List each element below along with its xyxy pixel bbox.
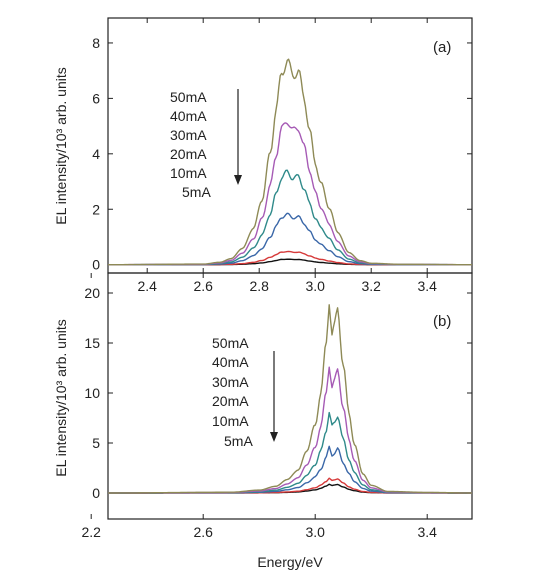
series-line-10mA xyxy=(108,477,472,494)
y-tick-label: 8 xyxy=(92,35,100,51)
y-tick-label: 10 xyxy=(84,385,100,401)
x-tick-label: 3.4 xyxy=(417,524,437,540)
x-tick-label: 2.6 xyxy=(193,524,213,540)
legend-label: 10mA xyxy=(212,413,249,429)
y-tick-label: 4 xyxy=(92,146,100,162)
ticks-b: 2.2 2.6 3.0 3.4 0 5 10 15 20 xyxy=(81,273,472,540)
x-axis-title: Energy/eV xyxy=(257,554,323,570)
legend-label: 40mA xyxy=(212,354,249,370)
panel-label-a: (a) xyxy=(433,39,451,56)
x-tick-label: 2.2 xyxy=(81,524,101,540)
y-tick-label: 5 xyxy=(92,435,100,451)
series-line-10mA xyxy=(108,250,472,266)
legend-label: 30mA xyxy=(170,127,207,143)
panel-label-b: (b) xyxy=(433,313,451,330)
legend-label: 50mA xyxy=(170,89,207,105)
y-tick-label: 2 xyxy=(92,201,100,217)
arrow-head-icon xyxy=(234,175,242,185)
series-line-50mA xyxy=(108,304,472,494)
curves-a xyxy=(108,58,472,266)
x-tick-label: 3.4 xyxy=(417,278,437,294)
series-line-20mA xyxy=(108,212,472,266)
curves-b xyxy=(108,304,472,494)
legend-label: 40mA xyxy=(170,108,207,124)
x-tick-label: 2.4 xyxy=(137,278,157,294)
y-tick-label: 6 xyxy=(92,90,100,106)
y-tick-label: 0 xyxy=(92,257,100,273)
plot-frame-a xyxy=(107,17,473,274)
y-axis-title-a: EL intensity/10³ arb. units xyxy=(53,67,69,224)
series-line-30mA xyxy=(108,411,472,494)
legend-label: 10mA xyxy=(170,165,207,181)
panel-b: (b) EL intensity/10³ arb. units Energy/e… xyxy=(53,272,473,570)
legend-a: 50mA 40mA 30mA 20mA 10mA 5mA xyxy=(170,89,242,200)
arrow-head-icon xyxy=(270,432,278,442)
x-tick-label: 2.8 xyxy=(249,278,269,294)
legend-label: 5mA xyxy=(224,433,253,449)
legend-label: 20mA xyxy=(170,146,207,162)
y-tick-label: 0 xyxy=(92,485,100,501)
x-tick-label: 3.2 xyxy=(361,278,381,294)
series-line-40mA xyxy=(108,366,472,494)
series-line-50mA xyxy=(108,58,472,266)
y-tick-label: 20 xyxy=(84,285,100,301)
x-tick-label: 2.6 xyxy=(193,278,213,294)
legend-b: 50mA 40mA 30mA 20mA 10mA 5mA xyxy=(212,335,278,449)
series-line-30mA xyxy=(108,169,472,266)
series-line-40mA xyxy=(108,122,472,266)
legend-label: 5mA xyxy=(182,184,211,200)
plot-frame-b xyxy=(107,272,473,520)
y-axis-title-b: EL intensity/10³ arb. units xyxy=(53,319,69,476)
panel-a: (a) EL intensity/10³ arb. units 2.4 2.6 2.… xyxy=(53,17,473,294)
x-tick-label: 3.0 xyxy=(305,524,325,540)
x-tick-label: 3.0 xyxy=(305,278,325,294)
legend-label: 50mA xyxy=(212,335,249,351)
y-tick-label: 15 xyxy=(84,335,100,351)
legend-label: 30mA xyxy=(212,374,249,390)
legend-label: 20mA xyxy=(212,393,249,409)
